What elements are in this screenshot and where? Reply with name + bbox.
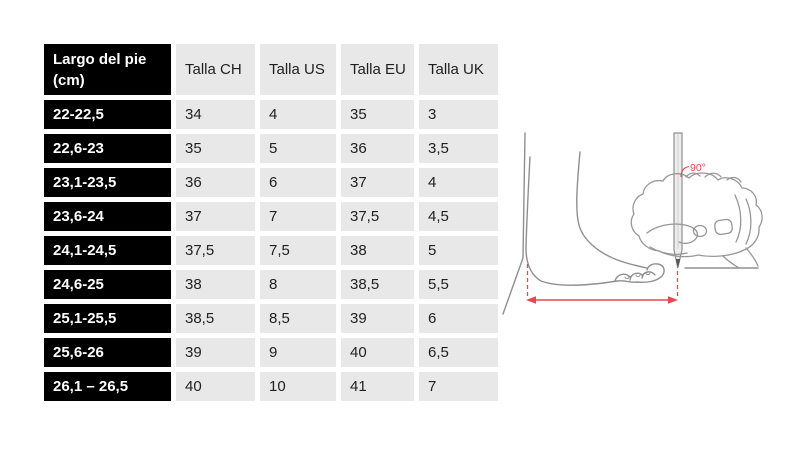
table-row: 23,6-24 37 7 37,5 4,5: [44, 202, 498, 231]
finger-bottom-crease: [649, 246, 688, 255]
cell-talla-uk: 5: [419, 236, 498, 265]
cell-talla-eu: 41: [341, 372, 414, 401]
cell-talla-ch: 38: [176, 270, 255, 299]
pencil-icon: [673, 132, 683, 269]
column-header-talla-eu: Talla EU: [341, 44, 414, 95]
hand-outline: [630, 172, 763, 258]
cell-talla-us: 7,5: [260, 236, 336, 265]
thumb-line: [646, 223, 699, 244]
foot-outline: [525, 247, 665, 286]
cell-talla-uk: 3,5: [419, 134, 498, 163]
cell-talla-eu: 37,5: [341, 202, 414, 231]
cell-talla-eu: 38: [341, 236, 414, 265]
measurement-marks: 90°: [526, 162, 706, 304]
cell-talla-uk: 3: [419, 100, 498, 129]
cell-talla-uk: 5,5: [419, 270, 498, 299]
shoe-size-table: Largo del pie (cm) Talla CH Talla US Tal…: [39, 39, 503, 406]
cell-talla-ch: 34: [176, 100, 255, 129]
row-header-foot-range: 23,6-24: [44, 202, 171, 231]
wrist-lines: [722, 247, 759, 269]
cell-talla-us: 4: [260, 100, 336, 129]
cell-talla-uk: 6: [419, 304, 498, 333]
shin-foot-top-line: [576, 151, 648, 269]
cell-talla-us: 6: [260, 168, 336, 197]
foot-measurement-illustration: 90°: [502, 132, 763, 315]
table-row: 22,6-23 35 5 36 3,5: [44, 134, 498, 163]
column-header-talla-uk: Talla UK: [419, 44, 498, 95]
index-finger-nail: [714, 218, 733, 236]
hand-icon: [630, 172, 763, 269]
cell-talla-us: 8,5: [260, 304, 336, 333]
cell-talla-uk: 6,5: [419, 338, 498, 367]
wall-line: [502, 132, 526, 315]
cell-talla-ch: 39: [176, 338, 255, 367]
cell-talla-us: 5: [260, 134, 336, 163]
thumb-nail: [692, 224, 708, 238]
angle-label: 90°: [690, 162, 706, 174]
table-row: 23,1-23,5 36 6 37 4: [44, 168, 498, 197]
toe-nails: [624, 272, 651, 280]
cell-talla-us: 10: [260, 372, 336, 401]
cell-talla-eu: 35: [341, 100, 414, 129]
table-row: 24,6-25 38 8 38,5 5,5: [44, 270, 498, 299]
cell-talla-eu: 40: [341, 338, 414, 367]
row-header-foot-range: 22-22,5: [44, 100, 171, 129]
pencil-tip: [675, 259, 681, 268]
toes: [614, 271, 656, 282]
row-header-foot-range: 23,1-23,5: [44, 168, 171, 197]
cell-talla-us: 8: [260, 270, 336, 299]
cell-talla-ch: 37,5: [176, 236, 255, 265]
column-header-talla-ch: Talla CH: [176, 44, 255, 95]
cell-talla-uk: 7: [419, 372, 498, 401]
row-header-foot-range: 24,6-25: [44, 270, 171, 299]
row-header-foot-range: 25,1-25,5: [44, 304, 171, 333]
column-header-foot-length: Largo del pie (cm): [44, 44, 171, 95]
cell-talla-ch: 40: [176, 372, 255, 401]
cell-talla-ch: 35: [176, 134, 255, 163]
knuckle-lines: [685, 172, 742, 183]
cell-talla-ch: 37: [176, 202, 255, 231]
table-header-row: Largo del pie (cm) Talla CH Talla US Tal…: [44, 44, 498, 95]
angle-arc: [680, 165, 690, 178]
leg-back-line: [525, 156, 531, 249]
cell-talla-eu: 39: [341, 304, 414, 333]
table-row: 26,1 – 26,5 40 10 41 7: [44, 372, 498, 401]
measurement-arrowhead-left: [526, 296, 536, 304]
row-header-foot-range: 24,1-24,5: [44, 236, 171, 265]
cell-talla-ch: 36: [176, 168, 255, 197]
table-row: 22-22,5 34 4 35 3: [44, 100, 498, 129]
cell-talla-uk: 4: [419, 168, 498, 197]
table-row: 25,6-26 39 9 40 6,5: [44, 338, 498, 367]
cell-talla-us: 7: [260, 202, 336, 231]
row-header-foot-range: 22,6-23: [44, 134, 171, 163]
table-row: 24,1-24,5 37,5 7,5 38 5: [44, 236, 498, 265]
row-header-foot-range: 26,1 – 26,5: [44, 372, 171, 401]
measurement-arrowhead-right: [668, 296, 678, 304]
index-finger-lines: [734, 194, 752, 245]
row-header-foot-range: 25,6-26: [44, 338, 171, 367]
cell-talla-eu: 38,5: [341, 270, 414, 299]
cell-talla-eu: 36: [341, 134, 414, 163]
cell-talla-uk: 4,5: [419, 202, 498, 231]
column-header-talla-us: Talla US: [260, 44, 336, 95]
cell-talla-eu: 37: [341, 168, 414, 197]
cell-talla-ch: 38,5: [176, 304, 255, 333]
table-row: 25,1-25,5 38,5 8,5 39 6: [44, 304, 498, 333]
cell-talla-us: 9: [260, 338, 336, 367]
